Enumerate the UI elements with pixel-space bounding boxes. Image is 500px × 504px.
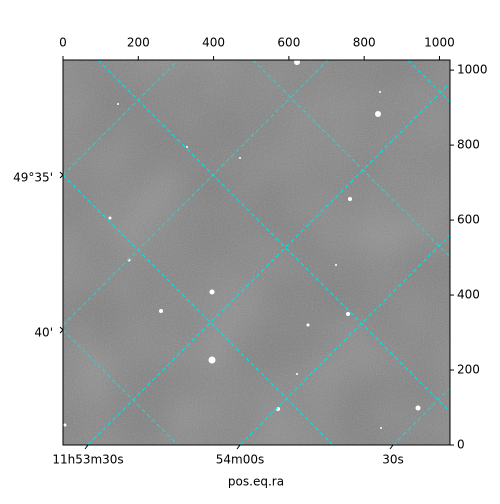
coordinate-grid-line bbox=[239, 234, 450, 445]
x-tick-label: 1000 bbox=[424, 36, 455, 50]
star bbox=[63, 423, 67, 427]
ra-tick bbox=[236, 444, 241, 450]
coordinate-grid-line bbox=[87, 82, 450, 445]
dec-tick-label: 49°35' bbox=[13, 171, 53, 185]
star bbox=[415, 405, 421, 411]
star bbox=[186, 146, 188, 148]
x-tick-label: 0 bbox=[59, 36, 67, 50]
star bbox=[346, 312, 350, 316]
y-tick-label: 0 bbox=[457, 438, 465, 452]
x-tick-label: 600 bbox=[277, 36, 300, 50]
star bbox=[208, 356, 216, 364]
x-tick-label: 400 bbox=[202, 36, 225, 50]
y-tick-label: 600 bbox=[457, 213, 480, 227]
x-tick-label: 800 bbox=[353, 36, 376, 50]
star bbox=[379, 91, 381, 93]
dec-tick bbox=[59, 171, 64, 176]
coordinate-grid-line bbox=[97, 60, 450, 413]
coordinate-grid-line bbox=[252, 60, 450, 258]
star bbox=[380, 427, 382, 429]
star bbox=[159, 309, 163, 313]
y-tick-label: 1000 bbox=[457, 63, 488, 77]
dec-tick-label: 40' bbox=[34, 326, 53, 340]
star bbox=[209, 289, 215, 295]
star bbox=[294, 60, 300, 65]
star bbox=[239, 157, 241, 159]
dec-tick bbox=[59, 329, 64, 334]
y-tick-label: 200 bbox=[457, 363, 480, 377]
ra-tick bbox=[389, 444, 394, 450]
star bbox=[296, 373, 298, 375]
coordinate-grid-line bbox=[407, 60, 450, 103]
star bbox=[108, 216, 112, 220]
dec-tick bbox=[59, 174, 64, 179]
ra-tick-label: 30s bbox=[382, 453, 404, 467]
star bbox=[306, 323, 310, 327]
star bbox=[117, 103, 119, 105]
sky-image bbox=[63, 60, 450, 445]
dec-tick bbox=[59, 326, 64, 331]
ra-tick bbox=[84, 444, 89, 450]
y-tick-label: 400 bbox=[457, 288, 480, 302]
coordinate-grid-line bbox=[63, 60, 179, 176]
x-axis-label: pos.eq.ra bbox=[228, 475, 284, 489]
x-tick-label: 200 bbox=[127, 36, 150, 50]
ra-tick-label: 11h53m30s bbox=[52, 453, 123, 467]
coordinate-grid-line bbox=[63, 174, 334, 445]
star bbox=[348, 197, 352, 201]
star bbox=[335, 264, 337, 266]
star bbox=[375, 111, 381, 117]
coordinate-grid-line bbox=[63, 329, 179, 445]
y-tick-label: 800 bbox=[457, 138, 480, 152]
axes-frame bbox=[62, 59, 451, 446]
ra-tick-label: 54m00s bbox=[216, 453, 264, 467]
